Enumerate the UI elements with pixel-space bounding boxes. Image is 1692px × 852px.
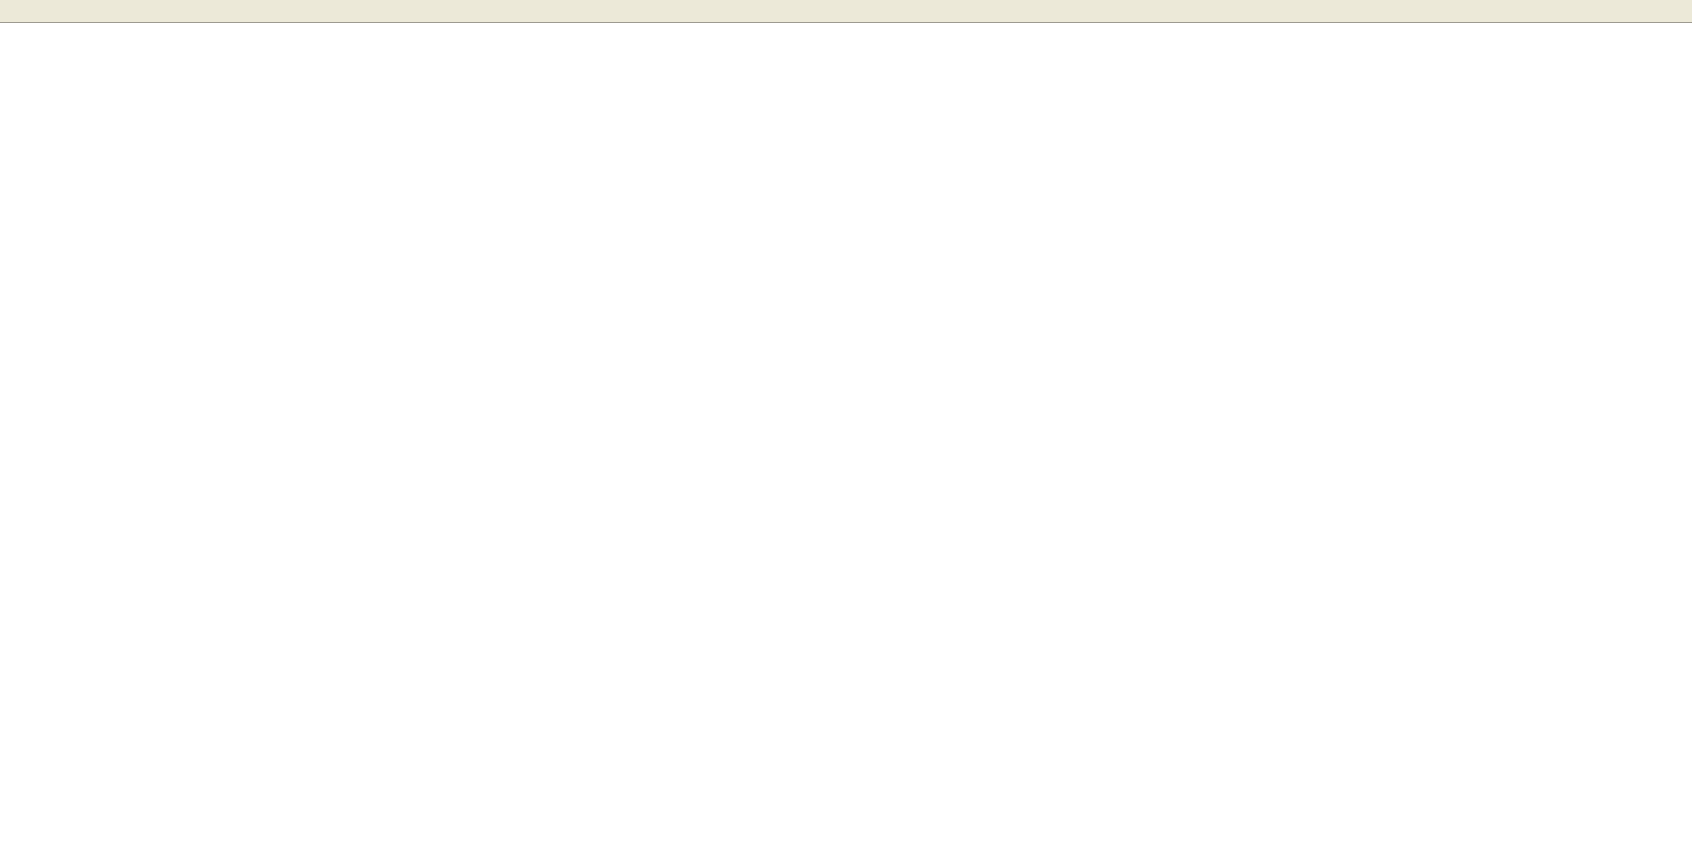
toolbar xyxy=(0,0,1692,23)
symbol-ohlc-readout[interactable] xyxy=(8,27,12,39)
chart-canvas[interactable] xyxy=(0,23,1692,852)
chart-window xyxy=(0,23,1692,852)
